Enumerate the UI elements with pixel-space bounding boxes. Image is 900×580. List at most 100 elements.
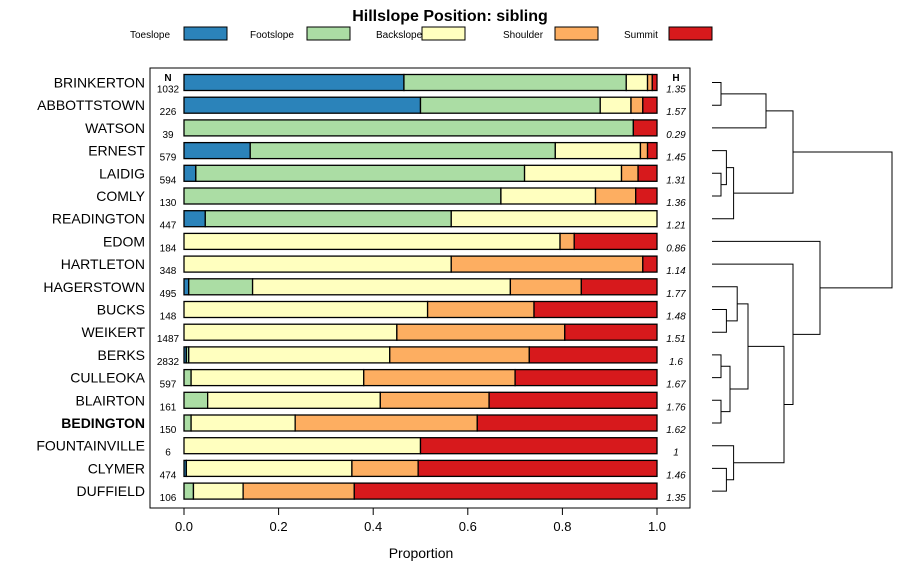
dendrogram-merge-14 [733, 345, 785, 464]
dendrogram-merge-11 [712, 93, 767, 129]
n-value-watson: 39 [162, 130, 174, 141]
n-value-duffield: 106 [160, 493, 177, 504]
n-value-weikert: 1487 [157, 334, 180, 345]
legend-swatch-footslope [306, 26, 351, 41]
h-value-weikert: 1.51 [666, 334, 685, 345]
bar-laidig-toeslope [183, 164, 197, 182]
bar-laidig-footslope [195, 164, 526, 182]
row-label-berks: BERKS [98, 347, 145, 363]
bar-hagerstown-footslope [188, 278, 254, 296]
bar-hagerstown-toeslope [183, 278, 190, 296]
bar-clymer-shoulder [351, 459, 419, 478]
row-label-ernest: ERNEST [88, 143, 145, 159]
bar-brinkerton-footslope [403, 73, 627, 92]
dendrogram-merge-1 [712, 82, 722, 106]
row-label-blairton: BLAIRTON [75, 392, 145, 408]
n-value-blairton: 161 [160, 402, 177, 413]
row-label-comly: COMLY [96, 188, 145, 204]
bar-clymer-summit [417, 459, 658, 478]
legend-label-shoulder: Shoulder [503, 30, 544, 41]
n-value-fountainville: 6 [165, 448, 171, 459]
row-label-watson: WATSON [85, 120, 145, 136]
plot-frame [149, 67, 691, 509]
bar-duffield-summit [353, 482, 658, 500]
bar-culleoka-summit [514, 368, 658, 387]
row-label-culleoka: CULLEOKA [70, 370, 145, 386]
bar-bedington-shoulder [294, 414, 478, 432]
h-value-blairton: 1.76 [666, 402, 686, 413]
dendrogram-merge-16 [733, 110, 794, 194]
bar-abbottstown-backslope [599, 96, 632, 114]
bar-ernest-summit [646, 141, 658, 160]
x-axis-title: Proportion [389, 545, 454, 561]
bar-abbottstown-footslope [419, 96, 601, 114]
legend-swatch-backslope [421, 26, 466, 41]
bar-ernest-footslope [249, 141, 556, 160]
bar-comly-summit [635, 187, 658, 205]
bar-laidig-summit [637, 164, 658, 182]
bar-edom-backslope [183, 232, 561, 251]
bar-hagerstown-backslope [251, 278, 512, 296]
row-label-bedington: BEDINGTON [61, 415, 145, 431]
x-axis: 0.0 0.2 0.4 0.6 0.8 1.0 [175, 508, 666, 534]
row-labels: BRINKERTON 1032 1.35 ABBOTTSTOWN 226 1.57 WATS… [36, 75, 686, 505]
dendrogram-merge-10 [712, 167, 735, 220]
chart-title: Hillslope Position: sibling [352, 8, 548, 25]
bar-ernest-shoulder [639, 141, 649, 160]
bar-watson-summit [632, 119, 658, 137]
legend: Toeslope Footslope Backslope Shoulder Summit [130, 26, 713, 41]
dendrogram [712, 82, 893, 492]
row-label-brinkerton: BRINKERTON [54, 75, 145, 91]
bar-culleoka-footslope [183, 368, 192, 387]
bar-abbottstown-shoulder [630, 96, 644, 114]
x-tick-label-0-6: 0.6 [459, 519, 477, 534]
n-value-clymer: 474 [160, 470, 177, 481]
n-value-hagerstown: 495 [160, 289, 177, 300]
bar-duffield-shoulder [242, 482, 355, 500]
h-value-culleoka: 1.67 [666, 380, 686, 391]
dendrogram-merge-9 [712, 445, 735, 481]
bar-bedington-backslope [190, 414, 296, 432]
bar-hagerstown-shoulder [509, 278, 582, 296]
n-value-abbottstown: 226 [160, 107, 177, 118]
bar-blairton-summit [488, 391, 658, 409]
row-label-fountainville: FOUNTAINVILLE [36, 438, 145, 454]
row-label-abbottstown: ABBOTTSTOWN [37, 97, 145, 113]
row-label-bucks: BUCKS [97, 302, 145, 318]
bar-berks-summit [528, 346, 658, 364]
x-tick-label-1-0: 1.0 [648, 519, 666, 534]
bar-laidig-backslope [523, 164, 623, 182]
bar-brinkerton-backslope [625, 73, 649, 92]
h-value-ernest: 1.45 [666, 153, 686, 164]
h-value-edom: 0.86 [666, 243, 686, 254]
bar-hartleton-shoulder [450, 255, 644, 273]
n-value-bucks: 148 [160, 312, 177, 323]
x-tick-label-0-4: 0.4 [364, 519, 382, 534]
row-label-weikert: WEIKERT [81, 324, 145, 340]
dendrogram-merge-4 [712, 309, 727, 333]
bar-culleoka-backslope [190, 368, 365, 387]
bar-ernest-backslope [554, 141, 642, 160]
dendrogram-merge-3 [712, 150, 727, 186]
bar-brinkerton-toeslope [183, 73, 405, 92]
legend-label-footslope: Footslope [250, 30, 294, 41]
row-label-readington: READINGTON [52, 211, 145, 227]
h-value-bedington: 1.62 [666, 425, 686, 436]
h-value-brinkerton: 1.35 [666, 85, 686, 96]
row-label-edom: EDOM [103, 233, 145, 249]
bars [183, 73, 658, 500]
bar-edom-shoulder [559, 232, 575, 251]
bar-fountainville-summit [419, 437, 658, 455]
bar-blairton-footslope [183, 391, 209, 409]
legend-label-summit: Summit [624, 30, 658, 41]
bar-bedington-footslope [183, 414, 192, 432]
bar-hagerstown-summit [580, 278, 658, 296]
bar-ernest-toeslope [183, 141, 251, 160]
h-value-comly: 1.36 [666, 198, 686, 209]
legend-label-toeslope: Toeslope [130, 30, 170, 41]
bar-culleoka-shoulder [363, 368, 516, 387]
bar-hartleton-backslope [183, 255, 452, 273]
h-value-hagerstown: 1.77 [666, 289, 686, 300]
h-value-hartleton: 1.14 [666, 266, 686, 277]
